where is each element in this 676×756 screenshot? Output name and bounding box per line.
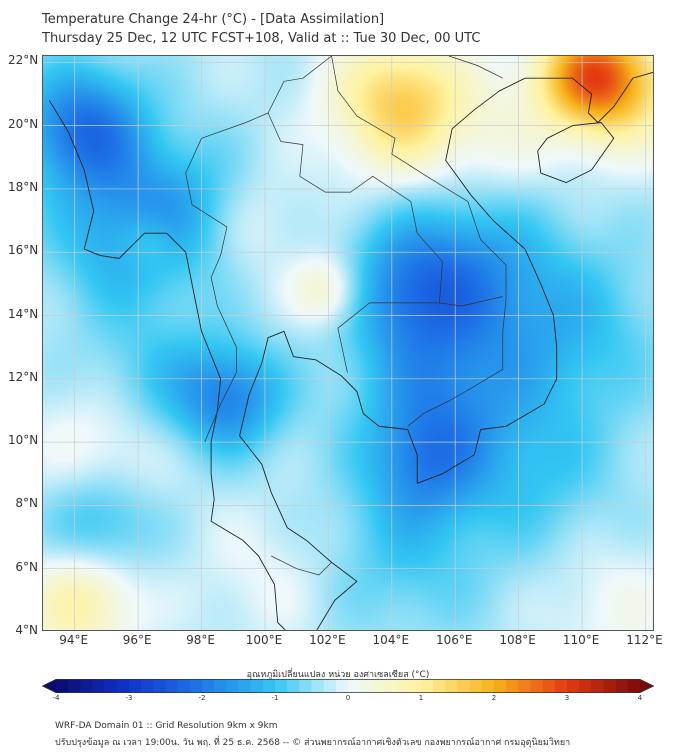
colorbar-max-extend [640,679,654,693]
longitude-label-106: 106°E [435,633,473,647]
colorbar-tick-1: -3 [125,694,133,702]
latitude-label-8: 8°N [15,496,38,511]
update-credit: ปรับปรุงข้อมูล ณ เวลา 19:00น. วัน พฤ. ที… [55,738,571,748]
longitude-label-100: 100°E [245,633,283,647]
colorbar-segment-31 [433,679,446,693]
latitude-label-14: 14°N [8,306,39,321]
latitude-label-4: 4°N [15,623,38,637]
colorbar-outline [42,679,654,693]
latitude-label-12: 12°N [8,369,39,384]
colorbar-segment-3 [92,679,105,693]
colorbar-segment-1 [68,679,81,693]
colorbar-segment-43 [579,679,592,693]
longitude-label-98: 98°E [186,633,215,647]
colorbar-segment-40 [542,679,556,693]
longitude-label-96: 96°E [122,633,152,647]
colorbar-segment-11 [189,679,203,693]
colorbar-segment-34 [469,679,483,693]
colorbar-segment-26 [372,679,385,693]
border-0 [185,112,269,443]
longitude-label-102: 102°E [309,633,346,647]
colorbar-segment-5 [116,679,130,693]
latitude-label-16: 16°N [8,243,39,258]
colorbar-segment-36 [494,679,507,693]
colorbar-segment-17 [262,679,276,693]
colorbar-segment-25 [360,679,373,693]
colorbar-segment-47 [627,679,641,693]
longitude-label-104: 104°E [372,633,410,647]
coastline-0 [48,100,286,630]
longitude-label-94: 94°E [59,633,89,647]
colorbar-segment-19 [287,679,300,693]
colorbar-segment-13 [214,679,227,693]
latitude-label-10: 10°N [8,433,39,448]
colorbar-segment-15 [238,679,251,693]
border-1 [267,112,443,373]
border-3 [331,56,507,427]
colorbar-segment-12 [202,679,215,693]
temperature-colorbar [42,679,654,693]
colorbar-tick-6: 2 [491,694,497,702]
colorbar-tick-2: -2 [198,694,206,702]
map-title: Temperature Change 24-hr (°C) - [Data As… [42,12,385,27]
colorbar-min-extend [42,679,56,693]
longitude-label-108: 108°E [499,633,536,647]
colorbar-segment-16 [250,679,264,693]
coastline-hainan [537,122,615,184]
colorbar-segment-28 [396,679,410,693]
colorbar-segment-8 [153,679,166,693]
map-subtitle: Thursday 25 Dec, 12 UTC FCST+108, Valid … [42,31,481,46]
temperature-change-map [42,55,654,631]
colorbar-segment-22 [323,679,337,693]
colorbar-segment-32 [445,679,458,693]
model-info: WRF-DA Domain 01 :: Grid Resolution 9km … [55,721,278,731]
colorbar-segment-37 [506,679,519,693]
colorbar-segment-45 [603,679,616,693]
colorbar-segment-0 [56,679,69,693]
temperature-field-raster [43,56,653,630]
colorbar-segment-35 [481,679,495,693]
colorbar-segment-7 [141,679,154,693]
colorbar-segment-46 [615,679,629,693]
colorbar-segment-9 [165,679,178,693]
border-4 [439,296,503,307]
colorbar-segment-42 [567,679,580,693]
longitude-label-110: 110°E [562,633,600,647]
latitude-label-6: 6°N [15,559,38,574]
latitude-label-20: 20°N [8,116,39,131]
longitude-label-112: 112°E [626,633,663,647]
colorbar-segment-39 [530,679,543,693]
colorbar-title: อุณหภูมิเปลี่ยนแปลง หน่วย องศาเซลเซียส (… [246,670,430,680]
colorbar-segment-30 [421,679,434,693]
coastline-1 [239,71,653,630]
colorbar-segment-4 [104,679,118,693]
colorbar-tick-5: 1 [418,694,424,702]
latitude-label-18: 18°N [8,179,39,194]
border-5 [271,555,332,576]
colorbar-segment-6 [129,679,142,693]
colorbar-segment-33 [457,679,470,693]
colorbar-segment-27 [384,679,397,693]
border-2 [267,56,332,114]
colorbar-segment-44 [591,679,604,693]
colorbar-tick-8: 4 [637,694,643,702]
colorbar-segment-38 [518,679,531,693]
colorbar-segment-10 [177,679,191,693]
border-6 [448,56,503,79]
colorbar-segment-21 [311,679,324,693]
latitude-label-22: 22°N [8,53,39,68]
colorbar-segment-24 [348,679,361,693]
colorbar-tick-0: -4 [52,694,60,702]
colorbar-segment-23 [335,679,349,693]
colorbar-tick-4: 0 [345,694,351,702]
colorbar-segment-2 [80,679,93,693]
colorbar-tick-3: -1 [271,694,279,702]
map-overlay [43,56,653,630]
colorbar-segment-29 [408,679,422,693]
colorbar-segment-14 [226,679,239,693]
colorbar-segment-20 [299,679,312,693]
colorbar-segment-41 [554,679,568,693]
colorbar-tick-7: 3 [564,694,570,702]
colorbar-segment-18 [275,679,288,693]
